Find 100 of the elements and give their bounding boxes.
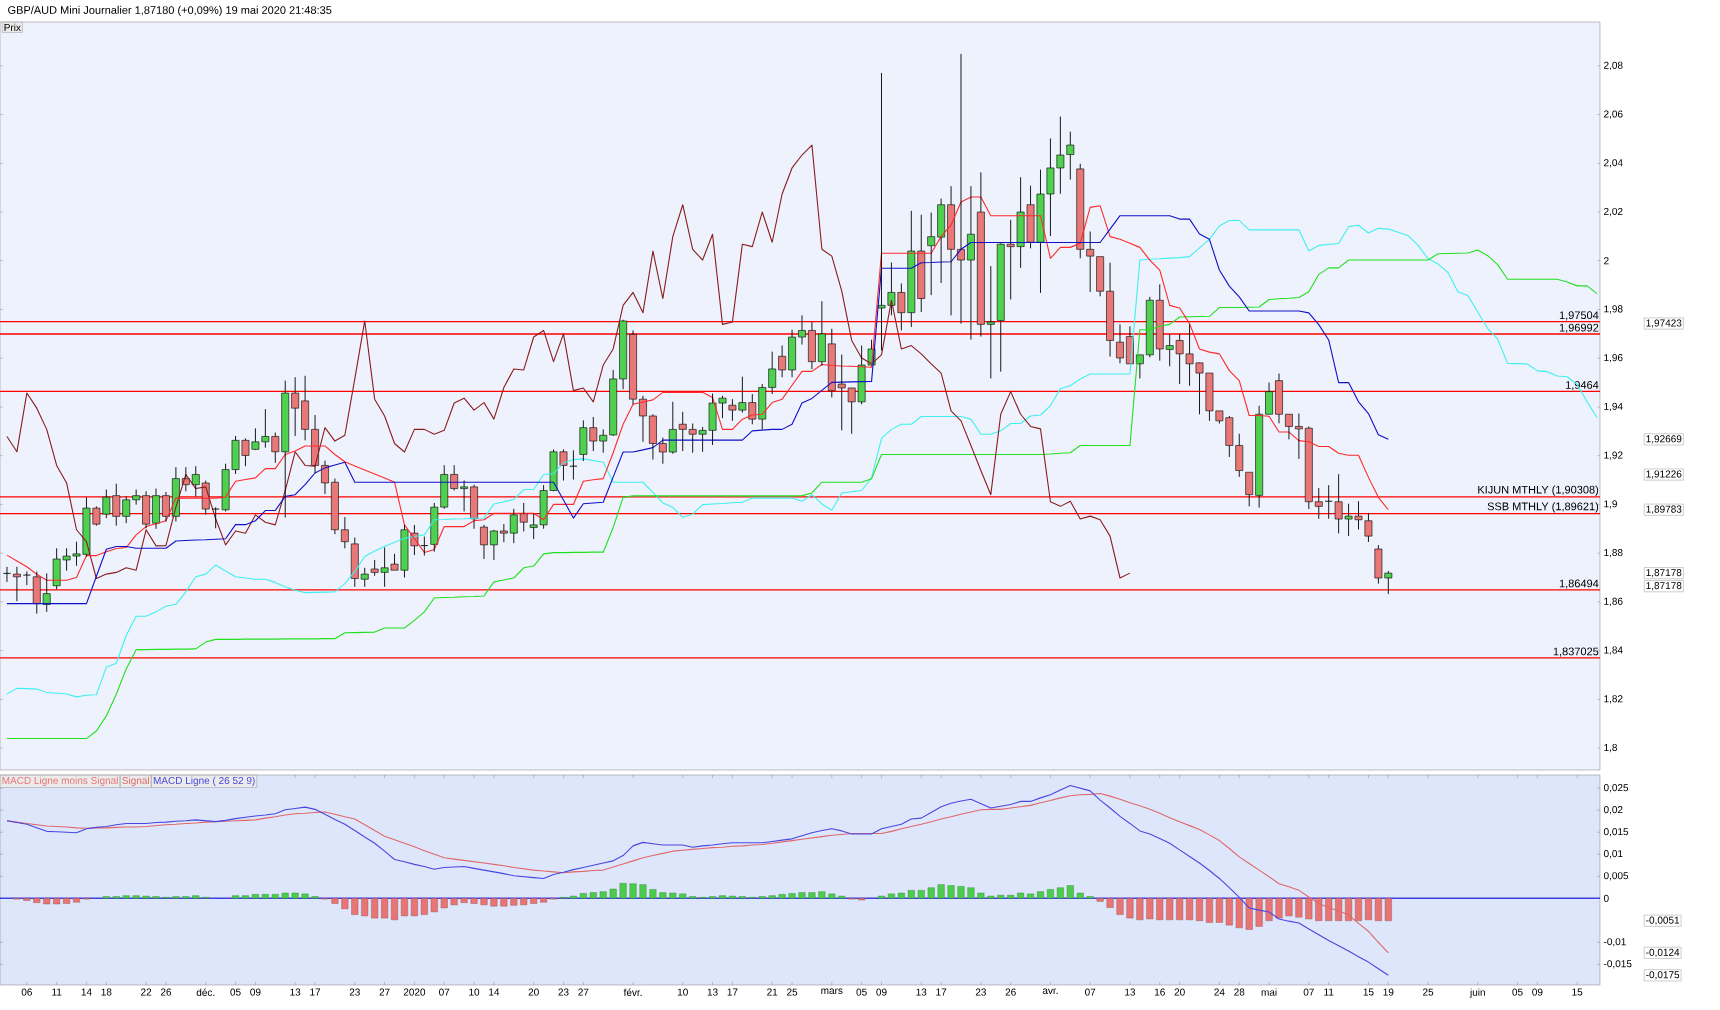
bar (917, 890, 925, 899)
bar (1106, 898, 1114, 908)
bar (1305, 898, 1313, 920)
text: 1,89783 (1646, 505, 1682, 514)
bar (1136, 898, 1144, 921)
candlestick (211, 506, 220, 529)
y-tick-label: 1,86 (1604, 597, 1623, 607)
y-tick-label: 2,04 (1604, 159, 1623, 168)
bar (1225, 898, 1233, 926)
x-tick-label: 23 (975, 988, 986, 996)
bar (609, 888, 617, 899)
candlestick (1096, 256, 1104, 297)
candlestick (768, 351, 777, 395)
candlestick (1145, 296, 1154, 358)
candlestick (331, 478, 339, 535)
ref-line-label: 1,837025 (1553, 647, 1599, 657)
bar (351, 898, 359, 915)
y-tick-label: 0,02 (1603, 806, 1623, 815)
x-tick-label: 23 (349, 988, 360, 996)
bar (281, 892, 289, 899)
bar (1066, 885, 1074, 899)
x-tick-label: juin (1469, 988, 1485, 998)
y-tick-label: -0,015 (1603, 960, 1632, 969)
bar (142, 895, 150, 899)
candlestick (1275, 373, 1283, 424)
candlestick (629, 330, 637, 405)
bar (649, 889, 657, 899)
bar (1056, 887, 1064, 899)
candlestick (460, 480, 468, 512)
text: 1,92669 (1646, 435, 1682, 444)
bar (132, 895, 140, 899)
x-tick-label: 11 (52, 988, 62, 996)
bar (232, 895, 240, 899)
y-tick-label: 1,96 (1604, 354, 1623, 363)
candlestick (152, 488, 160, 530)
y-tick-label: 1,98 (1604, 305, 1623, 314)
bar (1345, 898, 1353, 921)
bar (788, 893, 796, 899)
x-tick-label: 20 (528, 988, 539, 996)
bar (878, 895, 885, 899)
ref-line-label: KIJUN MTHLY (1,90308) (1478, 485, 1599, 496)
x-tick-label: 15 (1363, 988, 1374, 996)
candlestick (1285, 413, 1293, 440)
candlestick (1265, 382, 1273, 415)
y-tick-label: 2,02 (1604, 207, 1623, 217)
candlestick (321, 460, 329, 495)
bar (251, 894, 259, 899)
bar (1027, 893, 1035, 899)
x-tick-label: 18 (101, 988, 112, 996)
bar (520, 898, 528, 906)
x-tick-label: 09 (250, 988, 261, 996)
bar (1355, 898, 1362, 921)
x-tick-label: 13 (1125, 988, 1136, 996)
bar (778, 894, 786, 899)
bar (301, 893, 309, 899)
candlestick (1314, 487, 1323, 520)
bar (540, 898, 548, 903)
bar (937, 884, 945, 899)
candlestick (22, 570, 31, 586)
candlestick (291, 376, 300, 437)
bar (1285, 898, 1293, 917)
bar (530, 898, 538, 904)
candlestick (162, 491, 170, 522)
candlestick (947, 185, 955, 316)
bar (271, 894, 279, 899)
text: 1,87178 (1646, 582, 1682, 591)
bar (967, 887, 975, 899)
bar (838, 895, 846, 899)
candlestick (420, 536, 429, 557)
bar (728, 895, 736, 899)
candlestick (937, 198, 945, 284)
bar (957, 886, 965, 899)
bar (1325, 898, 1333, 921)
x-tick-label: 09 (1532, 988, 1543, 996)
text: -0,0051 (1646, 916, 1680, 925)
x-tick-label: 24 (1214, 988, 1225, 996)
candlestick (778, 345, 786, 378)
bar (1116, 898, 1124, 915)
bar (619, 883, 627, 899)
y-tick-label: 2 (1604, 257, 1609, 265)
candlestick (499, 523, 508, 543)
bar (1265, 898, 1273, 921)
candlestick (817, 300, 826, 366)
bar (589, 892, 597, 899)
ref-line-label: 1,9464 (1565, 381, 1599, 391)
candlestick (1295, 413, 1303, 460)
bar (33, 898, 41, 903)
bar (1126, 898, 1134, 919)
bar (1364, 898, 1372, 921)
candlestick (986, 265, 995, 379)
bar (430, 898, 438, 913)
bar (331, 898, 339, 904)
bar (679, 893, 687, 899)
bar (599, 891, 607, 899)
candlestick (142, 490, 150, 529)
bar (1384, 898, 1392, 921)
bar (907, 890, 915, 899)
bar (1255, 898, 1263, 927)
x-tick-label: 27 (578, 988, 589, 996)
y-tick-label: -0,01 (1603, 938, 1626, 947)
